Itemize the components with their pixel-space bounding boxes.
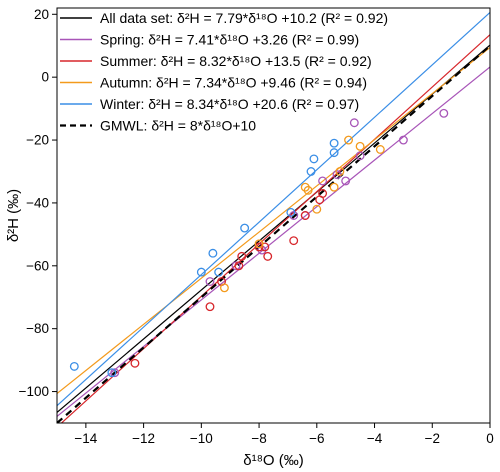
data-point-winter — [329, 148, 339, 158]
data-point-spring — [349, 118, 359, 128]
data-point-summer — [254, 242, 264, 252]
data-point-autumn — [335, 167, 345, 176]
x-tick-label: −10 — [190, 431, 213, 446]
data-point-summer — [318, 189, 328, 198]
x-tick-label: −12 — [132, 431, 155, 446]
x-tick-label: −8 — [251, 431, 266, 446]
legend-label: GMWL: δ²H = 8*δ¹⁸O+10 — [100, 118, 256, 134]
x-tick-label: −6 — [309, 431, 324, 446]
data-point-autumn — [312, 204, 322, 214]
data-point-winter — [69, 361, 79, 371]
data-point-autumn — [254, 239, 264, 249]
y-tick-label: −40 — [26, 195, 49, 210]
data-point-spring — [318, 176, 328, 186]
x-tick-label: −14 — [74, 431, 97, 446]
x-tick-label: −4 — [367, 431, 383, 446]
y-tick-label: −80 — [26, 321, 49, 336]
regression-line-all-data-set — [57, 44, 490, 413]
legend-label: All data set: δ²H = 7.79*δ¹⁸O +10.2 (R² … — [100, 10, 388, 26]
data-point-autumn — [344, 135, 354, 145]
regression-line-summer — [60, 34, 490, 423]
legend-label: Winter: δ²H = 8.34*δ¹⁸O +20.6 (R² = 0.97… — [100, 96, 359, 112]
data-point-autumn — [375, 145, 385, 154]
data-point-summer — [300, 211, 310, 220]
x-axis-label: δ¹⁸O (‰) — [243, 452, 304, 469]
data-point-summer — [263, 251, 273, 261]
y-axis-label: δ²H (‰) — [5, 189, 22, 242]
regression-line-spring — [57, 66, 490, 417]
data-points — [69, 108, 449, 378]
legend-label: Autumn: δ²H = 7.34*δ¹⁸O +9.46 (R² = 0.94… — [100, 75, 367, 91]
data-point-winter — [214, 267, 224, 277]
data-point-winter — [286, 207, 296, 217]
regression-lines — [57, 11, 490, 423]
data-point-spring — [205, 277, 215, 286]
data-point-spring — [341, 176, 351, 186]
data-point-autumn — [355, 141, 365, 151]
data-point-winter — [329, 138, 339, 148]
data-point-spring — [439, 108, 449, 118]
data-point-summer — [234, 261, 244, 271]
data-point-winter — [196, 267, 206, 277]
data-point-spring — [355, 151, 365, 161]
data-point-winter — [208, 248, 218, 258]
data-point-summer — [289, 236, 299, 246]
x-tick-label: −2 — [425, 431, 440, 446]
data-point-summer — [130, 358, 140, 368]
data-point-autumn — [303, 185, 313, 195]
data-point-winter — [309, 154, 319, 164]
y-tick-label: −60 — [26, 258, 49, 273]
plot-frame — [56, 7, 491, 424]
x-tick-label: 0 — [486, 431, 494, 446]
data-point-spring — [110, 368, 120, 378]
legend: All data set: δ²H = 7.79*δ¹⁸O +10.2 (R² … — [60, 10, 388, 134]
legend-label: Summer: δ²H = 8.32*δ¹⁸O +13.5 (R² = 0.92… — [100, 53, 372, 69]
data-point-winter — [240, 223, 250, 233]
data-point-spring — [231, 261, 241, 271]
y-tick-label: −20 — [26, 133, 49, 148]
y-tick-label: −100 — [19, 384, 49, 399]
regression-line-winter — [57, 11, 490, 407]
data-point-autumn — [329, 182, 339, 192]
legend-label: Spring: δ²H = 7.41*δ¹⁸O +3.26 (R² = 0.99… — [100, 32, 359, 48]
data-point-spring — [398, 135, 408, 145]
data-point-summer — [237, 251, 247, 261]
y-tick-label: 0 — [41, 70, 49, 85]
regression-line-autumn — [57, 46, 490, 395]
data-point-autumn — [219, 283, 229, 293]
y-tick-label: 20 — [34, 7, 49, 22]
data-point-summer — [205, 302, 215, 312]
data-point-winter — [306, 167, 316, 176]
data-point-winter — [107, 368, 117, 378]
